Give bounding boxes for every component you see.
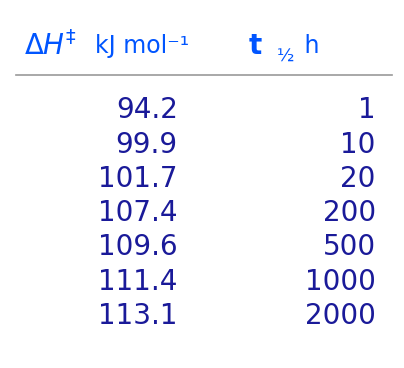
Text: kJ mol⁻¹: kJ mol⁻¹ bbox=[95, 34, 189, 58]
Text: h: h bbox=[297, 34, 320, 58]
Text: ½: ½ bbox=[277, 48, 294, 66]
Text: 500: 500 bbox=[323, 233, 376, 261]
Text: 109.6: 109.6 bbox=[98, 233, 178, 261]
Text: 2000: 2000 bbox=[305, 302, 376, 330]
Text: $\mathit{\Delta H^{\ddagger}}$: $\mathit{\Delta H^{\ddagger}}$ bbox=[24, 31, 77, 61]
Text: 10: 10 bbox=[340, 131, 376, 159]
Text: 107.4: 107.4 bbox=[98, 199, 178, 227]
Text: 113.1: 113.1 bbox=[98, 302, 178, 330]
Text: 200: 200 bbox=[323, 199, 376, 227]
Text: 94.2: 94.2 bbox=[116, 96, 178, 124]
Text: 1: 1 bbox=[358, 96, 376, 124]
Text: 20: 20 bbox=[340, 165, 376, 193]
Text: 111.4: 111.4 bbox=[99, 268, 178, 296]
Text: 1000: 1000 bbox=[305, 268, 376, 296]
Text: $\mathbf{t}$: $\mathbf{t}$ bbox=[248, 32, 263, 60]
Text: 99.9: 99.9 bbox=[116, 131, 178, 159]
Text: 101.7: 101.7 bbox=[98, 165, 178, 193]
